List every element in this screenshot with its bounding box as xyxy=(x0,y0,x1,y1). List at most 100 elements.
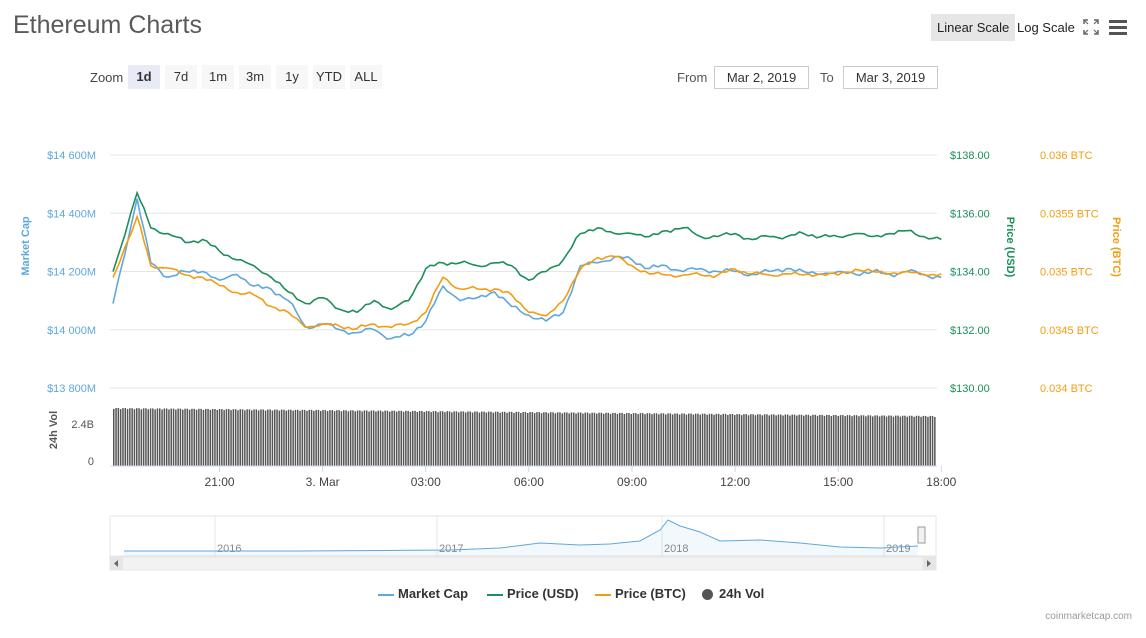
x-tick-label: 03:00 xyxy=(411,475,441,489)
legend-price-usd-swatch xyxy=(487,593,503,596)
volume-bar xyxy=(271,410,274,466)
volume-bar xyxy=(830,416,833,466)
volume-bar xyxy=(552,412,554,466)
volume-bar xyxy=(202,409,205,466)
navigator-scrollbar[interactable] xyxy=(109,556,937,571)
chart-area[interactable]: $14 600M $14 400M $14 200M $14 000M $13 800M… xyxy=(0,0,1146,585)
volume-bar xyxy=(934,417,936,466)
market-cap-tick: $13 800M xyxy=(47,383,96,395)
volume-bar xyxy=(285,410,287,466)
volume-bar xyxy=(487,411,490,466)
legend-price-usd[interactable]: Price (USD) xyxy=(487,586,579,602)
legend-price-btc[interactable]: Price (BTC) xyxy=(595,586,686,602)
volume-bar xyxy=(798,414,800,466)
zoom-ytd-button[interactable]: YTD xyxy=(313,65,345,89)
volume-bar xyxy=(639,413,642,466)
zoom-3m-button[interactable]: 3m xyxy=(239,65,271,89)
volume-bar xyxy=(628,413,630,466)
volume-bar xyxy=(451,412,453,466)
volume-bar xyxy=(722,413,724,466)
volume-bar xyxy=(228,409,230,466)
volume-bar xyxy=(708,413,711,466)
volume-bar xyxy=(338,410,340,466)
zoom-1d-button[interactable]: 1d xyxy=(128,65,160,89)
volume-bar xyxy=(577,412,580,466)
legend-price-usd-label: Price (USD) xyxy=(507,586,579,601)
legend-market-cap[interactable]: Market Cap xyxy=(378,586,468,602)
volume-bar xyxy=(759,414,761,466)
linear-scale-button[interactable]: Linear Scale xyxy=(931,14,1016,41)
volume-bar xyxy=(287,409,290,466)
volume-bar xyxy=(182,409,184,466)
volume-bar xyxy=(241,409,244,466)
volume-bar xyxy=(184,408,186,466)
navigator-handle[interactable] xyxy=(917,526,926,544)
volume-bar xyxy=(248,409,251,466)
volume-bar xyxy=(230,410,232,466)
volume-bar xyxy=(701,413,704,466)
volume-bar xyxy=(566,412,568,466)
scroll-right-icon xyxy=(927,560,931,567)
volume-bar xyxy=(510,411,513,466)
volume-bar xyxy=(922,415,925,466)
volume-bar xyxy=(529,412,531,466)
page-title: Ethereum Charts xyxy=(13,11,202,39)
market-cap-tick: $14 400M xyxy=(47,208,96,220)
volume-bar xyxy=(515,411,517,466)
to-date-input[interactable]: Mar 3, 2019 xyxy=(843,66,938,89)
volume-bar xyxy=(849,415,851,466)
volume-bar xyxy=(278,410,281,466)
volume-bar xyxy=(416,412,419,466)
volume-bar xyxy=(274,409,276,466)
volume-bar xyxy=(234,409,237,466)
from-date-input[interactable]: Mar 2, 2019 xyxy=(714,66,809,89)
volume-bar xyxy=(469,411,471,466)
volume-bar xyxy=(499,412,501,466)
fullscreen-icon-glyph xyxy=(1083,19,1099,35)
volume-bar xyxy=(531,412,534,466)
volume-bar xyxy=(423,412,425,466)
zoom-7d-button[interactable]: 7d xyxy=(165,65,197,89)
hamburger-menu-icon[interactable] xyxy=(1109,19,1127,35)
navigator-year-label: 2018 xyxy=(664,543,688,555)
volume-bar xyxy=(786,414,789,466)
volume-bar xyxy=(881,415,883,466)
legend-24h-vol[interactable]: 24h Vol xyxy=(702,586,764,602)
volume-bar xyxy=(637,414,639,466)
scroll-left-icon xyxy=(114,560,118,567)
volume-bar xyxy=(819,414,821,466)
volume-bar xyxy=(471,412,474,466)
volume-bar xyxy=(660,413,662,466)
volume-bar xyxy=(754,415,757,466)
volume-bar xyxy=(140,409,143,466)
volume-bar xyxy=(494,411,497,466)
volume-bar xyxy=(467,411,469,466)
volume-bar xyxy=(816,415,819,466)
volume-bar xyxy=(906,416,908,466)
volume-bar xyxy=(425,411,428,466)
volume-bar xyxy=(448,411,451,466)
volume-bar xyxy=(444,412,446,466)
volume-bar xyxy=(384,410,386,466)
zoom-all-button[interactable]: ALL xyxy=(350,65,382,89)
log-scale-button[interactable]: Log Scale xyxy=(1017,20,1075,35)
zoom-1y-button[interactable]: 1y xyxy=(276,65,308,89)
x-tick-label: 09:00 xyxy=(617,475,647,489)
legend-24h-vol-label: 24h Vol xyxy=(719,586,765,601)
volume-bar xyxy=(895,415,897,466)
volume-bar xyxy=(556,412,559,466)
volume-bar xyxy=(823,415,826,466)
volume-bar xyxy=(821,414,823,466)
fullscreen-icon[interactable] xyxy=(1083,19,1099,35)
zoom-1m-button[interactable]: 1m xyxy=(202,65,234,89)
navigator[interactable]: 2016 2017 2018 2019 xyxy=(109,515,937,571)
usd-tick: $138.00 xyxy=(950,150,990,162)
volume-bar xyxy=(908,415,911,466)
volume-bar xyxy=(793,414,796,466)
navigator-area xyxy=(124,520,918,556)
volume-bar xyxy=(395,411,398,466)
volume-bar xyxy=(195,409,198,466)
volume-bar xyxy=(232,409,235,466)
volume-bar xyxy=(368,411,370,466)
usd-tick: $132.00 xyxy=(950,325,990,337)
